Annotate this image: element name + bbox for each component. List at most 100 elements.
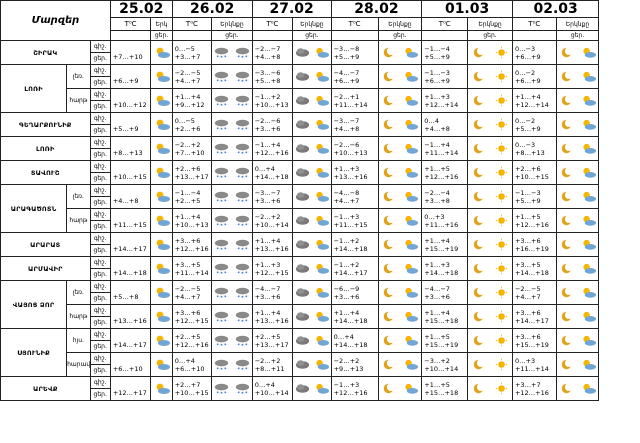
weather-icon: [467, 328, 513, 353]
temp-range: 0…+4 +6…+10: [171, 352, 213, 377]
region-name: ՎԱՅՈՑ ՁՈՐ: [0, 280, 68, 329]
weather-icon: [377, 184, 423, 209]
temp-range: −3…−7 +4…+8: [330, 112, 379, 137]
weather-icon: [377, 304, 423, 329]
temp-range: −1…+4 +12…+16: [251, 136, 294, 161]
weather-icon: [377, 280, 423, 305]
weather-icon: [211, 64, 253, 89]
night-label: գիշ.: [89, 376, 111, 389]
weather-icon: [292, 136, 332, 161]
region-name: ԼՈՌԻ: [0, 64, 68, 113]
day-label: ցեր.: [150, 30, 173, 41]
temp-range: +2…+6 +13…+17: [171, 160, 213, 185]
night-label: գիշ.: [89, 112, 111, 125]
weather-icon: [555, 40, 600, 65]
temp-range: −3…−7 +3…+6: [251, 184, 294, 209]
region-name: ԱՐԱՐԱՏ: [0, 232, 91, 257]
temp-range: −1…−3 +6…+9: [421, 64, 469, 89]
weather-icon: [292, 184, 332, 209]
day-label: ցեր.: [211, 30, 253, 41]
temp-range: −1…+4 +11…+14: [421, 136, 469, 161]
temp-range: −3…+2 +10…+14: [421, 352, 469, 377]
temp-range: +1…+4 +12…+14: [511, 88, 557, 113]
temp-range: 0…−2 +6…+9: [511, 64, 557, 89]
temp-range: 0…4 +4…+8: [421, 112, 469, 137]
weather-icon: [467, 256, 513, 281]
weather-icon: [555, 232, 600, 257]
temp-col-header: T⁰C: [171, 17, 213, 31]
night-label: գիշ.: [89, 184, 111, 197]
temp-range: −2…−6 +3…+6: [251, 112, 294, 137]
temp-range: −2…+2 +10…+14: [251, 208, 294, 233]
temp-range: +1…+4 +10…+13: [171, 208, 213, 233]
weather-icon: [292, 232, 332, 257]
weather-icon: [555, 256, 600, 281]
day-label: ցեր.: [89, 244, 111, 257]
temp-range: −2…+2 +8…+11: [251, 352, 294, 377]
temp-range: 0…−2 +5…+9: [511, 112, 557, 137]
temp-range: −4…−8 +4…+7: [330, 184, 379, 209]
blank: [330, 30, 379, 41]
region-name: ԼՈՌԻ: [0, 136, 91, 161]
temp-range: −6…−9 +3…+6: [330, 280, 379, 305]
temp-range: −2…+2 +9…+13: [330, 352, 379, 377]
weather-icon: [467, 352, 513, 377]
day-label: ցեր.: [89, 268, 111, 281]
weather-icon: [467, 184, 513, 209]
weather-icon: [211, 304, 253, 329]
temp-range: −2…−5 +4…+7: [171, 280, 213, 305]
temp-range: −1…+2 +14…+18: [330, 232, 379, 257]
temp-range: +3…+6 +14…+17: [511, 304, 557, 329]
day-label: ցեր.: [377, 30, 423, 41]
temp-day-value: +4…+8: [109, 184, 152, 209]
night-label: գիշ.: [89, 256, 111, 269]
weather-icon: [292, 112, 332, 137]
date-header: 27.02: [251, 0, 332, 18]
temp-range: −4…−7 +3…+6: [421, 280, 469, 305]
temp-range: −2…+2 +7…+10: [171, 136, 213, 161]
weather-icon: [292, 208, 332, 233]
day-label: ցեր.: [89, 388, 111, 401]
night-label: գիշ.: [89, 280, 111, 293]
temp-range: +1…+3 +12…+15: [251, 256, 294, 281]
sky-col-header: Երկ: [150, 17, 173, 31]
temp-range: +3…+6 +12…+15: [171, 304, 213, 329]
weather-icon: [211, 328, 253, 353]
temp-day-value: +10…+12: [109, 88, 152, 113]
temp-range: +3…+6 +16…+19: [511, 232, 557, 257]
weather-icon: [150, 304, 173, 329]
temp-col-header: T⁰C: [109, 17, 152, 31]
night-label: գիշ.: [89, 40, 111, 53]
weather-icon: [467, 88, 513, 113]
temp-range: +1…+4 +15…+19: [421, 232, 469, 257]
temp-range: −1…+3 +12…+16: [330, 376, 379, 401]
weather-icon: [555, 376, 600, 401]
temp-range: −1…−4 +5…+9: [421, 40, 469, 65]
night-label: գիշ.: [89, 352, 111, 365]
temp-range: +1…+5 +12…+16: [421, 160, 469, 185]
temp-range: +2…+6 +10…+15: [511, 160, 557, 185]
region-name: ԱՐԵՎՔ: [0, 376, 91, 401]
subregion-label: լեռ.: [66, 184, 91, 209]
night-label: գիշ.: [89, 232, 111, 245]
temp-range: 0…+4 +10…+14: [251, 376, 294, 401]
day-label: ցեր.: [89, 196, 111, 209]
weather-icon: [555, 280, 600, 305]
day-label: ցեր.: [292, 30, 332, 41]
weather-icon: [555, 352, 600, 377]
day-label: ցեր.: [89, 316, 111, 329]
temp-range: +2…+5 +13…+17: [251, 328, 294, 353]
temp-range: 0…+4 +14…+18: [330, 328, 379, 353]
temp-range: −4…−7 +3…+6: [251, 280, 294, 305]
subregion-label: լեռ.: [66, 280, 91, 305]
day-label: ցեր.: [555, 30, 600, 41]
weather-icon: [467, 208, 513, 233]
temp-range: 0…+3 +11…+16: [421, 208, 469, 233]
sky-col-header: Երկնքը: [377, 17, 423, 31]
day-label: ցեր.: [467, 30, 513, 41]
day-label: ցեր.: [89, 340, 111, 353]
night-label: գիշ.: [89, 160, 111, 173]
weather-icon: [377, 88, 423, 113]
temp-range: +2…+5 +12…+16: [171, 328, 213, 353]
weather-icon: [292, 88, 332, 113]
